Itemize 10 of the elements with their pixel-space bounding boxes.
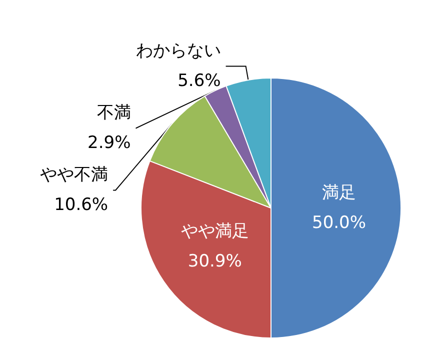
data-label: 30.9% [188,251,242,272]
slice-label: やや不満 [40,165,108,186]
data-label: 50.0% [312,213,366,233]
slice-label: わからない [136,41,221,62]
slice-label: 不満 [96,103,131,124]
slice-label: 満足 [322,183,356,203]
data-label: 5.6% [178,71,221,92]
slice-label: やや満足 [180,221,249,242]
data-label: 2.9% [88,133,131,154]
data-label: 10.6% [54,195,108,216]
